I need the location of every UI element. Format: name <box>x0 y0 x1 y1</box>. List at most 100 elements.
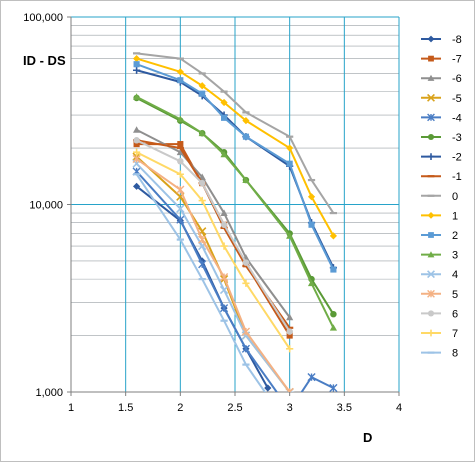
series-line <box>136 57 335 237</box>
legend-label: -5 <box>452 93 462 105</box>
data-point <box>286 332 293 339</box>
legend-marker <box>427 310 435 317</box>
data-point <box>242 133 249 140</box>
data-point <box>176 204 185 213</box>
data-point <box>286 313 294 321</box>
legend-item: 2 <box>421 230 458 242</box>
y-tick-label: 10,000 <box>29 200 63 212</box>
data-point <box>286 160 293 167</box>
legend-marker <box>427 35 435 43</box>
legend-marker <box>427 153 435 160</box>
data-point <box>220 209 228 216</box>
series-line <box>136 151 291 350</box>
data-point <box>176 68 184 76</box>
legend-label: -8 <box>452 34 462 46</box>
legend-item: 3 <box>421 250 458 262</box>
y-tick-label: 100,000 <box>23 12 63 24</box>
data-point <box>329 324 337 331</box>
series--5 <box>132 152 294 392</box>
data-point <box>241 327 251 336</box>
y-tick-label: 1,000 <box>35 387 63 399</box>
data-point <box>307 373 316 382</box>
data-point <box>198 82 206 90</box>
data-point <box>286 328 293 335</box>
data-point <box>133 66 141 74</box>
axis-labels: ID - DS D <box>23 53 372 445</box>
legend-item: 8 <box>421 348 458 360</box>
data-point <box>133 141 140 148</box>
x-tick-label: 3.5 <box>337 402 352 414</box>
data-point <box>176 185 185 194</box>
data-point <box>198 196 206 205</box>
data-point <box>219 304 229 313</box>
legend-label: -7 <box>452 54 462 66</box>
axes: 1 1.5 2 2.5 3 3.5 4 1,000 10,000 100,000 <box>23 12 402 414</box>
data-point <box>307 193 316 201</box>
series-line <box>136 158 291 392</box>
data-point <box>133 182 141 190</box>
legend-item: -6 <box>421 73 462 85</box>
x-axis-title: D <box>363 430 372 445</box>
data-point <box>199 90 206 97</box>
data-point <box>220 242 228 250</box>
series--7 <box>133 141 293 339</box>
data-point <box>220 98 228 107</box>
data-series <box>132 52 338 400</box>
series-5 <box>132 154 294 392</box>
legend-item: -8 <box>421 34 462 46</box>
data-point <box>286 144 294 152</box>
series-0 <box>133 52 337 215</box>
legend-item: -1 <box>421 171 462 183</box>
data-point <box>133 126 141 133</box>
legend-label: -1 <box>452 171 462 183</box>
legend-marker <box>427 133 435 141</box>
legend-label: 7 <box>452 328 458 340</box>
series-6 <box>133 137 293 335</box>
data-point <box>242 259 250 266</box>
legend-label: 8 <box>452 348 458 360</box>
series-line <box>135 170 334 392</box>
legend-marker <box>428 55 434 62</box>
data-point <box>285 387 294 392</box>
series-3 <box>133 93 337 331</box>
series-1 <box>133 54 337 240</box>
data-point <box>132 154 141 164</box>
legend-marker <box>427 212 435 219</box>
legend-marker <box>427 329 435 337</box>
data-point <box>176 148 184 156</box>
legend-label: -3 <box>452 132 462 144</box>
data-point <box>133 148 141 156</box>
legend-item: -5 <box>421 93 462 105</box>
legend-marker <box>427 251 435 258</box>
data-point <box>308 221 315 228</box>
legend-item: 0 <box>421 191 458 203</box>
series-line <box>135 173 267 392</box>
data-point <box>177 77 184 84</box>
legend-label: -6 <box>452 73 462 85</box>
data-point <box>329 383 338 392</box>
data-point <box>177 158 184 165</box>
legend-label: 2 <box>452 230 458 242</box>
series-8 <box>133 173 267 392</box>
data-point <box>242 117 250 125</box>
series--4 <box>132 167 338 392</box>
data-point <box>176 115 184 123</box>
series-2 <box>133 61 337 273</box>
data-point <box>198 179 206 187</box>
data-point <box>198 129 206 137</box>
data-point <box>221 114 228 121</box>
data-point <box>242 279 250 287</box>
x-tick-label: 4 <box>396 402 402 414</box>
legend-label: 0 <box>452 191 458 203</box>
legend-label: 4 <box>452 269 458 281</box>
data-point <box>220 150 228 158</box>
data-point <box>307 279 316 287</box>
legend-marker <box>427 289 435 298</box>
y-axis-title: ID - DS <box>23 53 66 68</box>
data-point <box>308 393 315 400</box>
series--8 <box>133 182 272 392</box>
data-point <box>133 61 140 68</box>
legend-label: -2 <box>452 152 462 164</box>
